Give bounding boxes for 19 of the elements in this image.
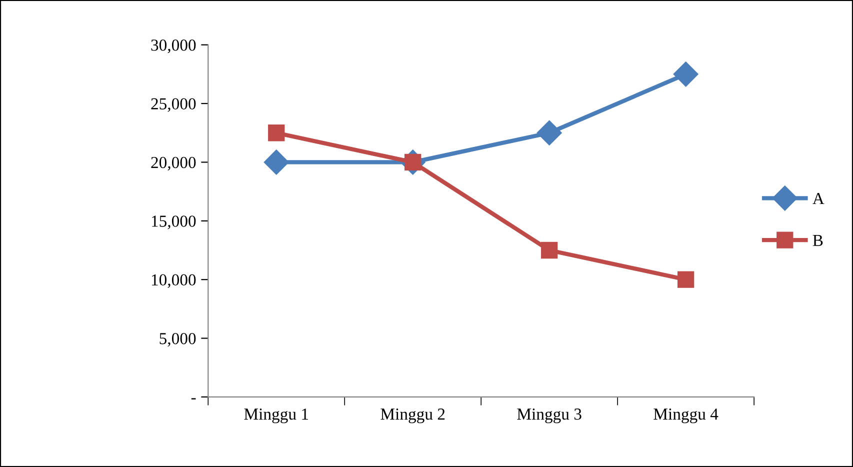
point [677, 271, 694, 288]
point [673, 62, 698, 87]
point [536, 120, 562, 146]
x-tick-label: Minggu 1 [244, 408, 308, 424]
y-tick-label: 5,000 [160, 332, 196, 347]
point [541, 242, 558, 259]
y-tick-label: - [191, 398, 196, 400]
point [268, 124, 285, 142]
legend-label: B [812, 234, 823, 246]
y-tick-label: 10,000 [152, 274, 196, 288]
y-tick-label: 30,000 [151, 40, 196, 54]
point [264, 150, 289, 175]
y-tick-label: 15,000 [152, 216, 196, 230]
x-tick-label: Minggu 2 [380, 408, 445, 424]
y-tick-label: 25,000 [151, 98, 196, 112]
y-tick-label: 20,000 [151, 156, 196, 171]
x-tick-label: Minggu 3 [517, 408, 582, 424]
legend-label: A [812, 193, 824, 204]
x-tick-label: Minggu 4 [654, 408, 718, 424]
